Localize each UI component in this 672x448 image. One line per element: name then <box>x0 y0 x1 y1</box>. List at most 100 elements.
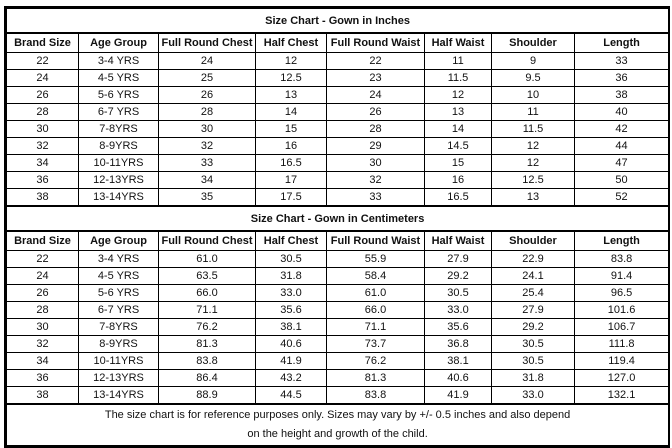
table-cell: 24 <box>326 86 425 104</box>
table-cell: 30 <box>6 120 79 138</box>
table-cell: 41.9 <box>255 352 327 370</box>
table-cell: 22 <box>6 52 79 70</box>
table-cell: 106.7 <box>573 318 670 336</box>
table-row: 38 13-14YRS 88.9 44.5 83.8 41.9 33.0 132.1 <box>6 386 670 405</box>
inches-header-row: Brand Size Age Group Full Round Chest Half … <box>6 32 670 53</box>
column-header: Length <box>573 32 670 53</box>
column-header: Brand Size <box>6 230 79 251</box>
column-header: Length <box>573 230 670 251</box>
table-cell: 29.2 <box>491 318 575 336</box>
table-cell: 33.0 <box>491 386 575 405</box>
table-cell: 32 <box>326 171 425 189</box>
table-cell: 30.5 <box>255 250 327 268</box>
table-cell: 132.1 <box>573 386 670 405</box>
column-header: Age Group <box>78 32 159 53</box>
table-cell: 6-7 YRS <box>78 103 159 121</box>
table-cell: 26 <box>158 86 256 104</box>
table-cell: 34 <box>6 154 79 172</box>
table-cell: 12 <box>491 154 575 172</box>
table-cell: 28 <box>6 103 79 121</box>
table-cell: 35 <box>158 188 256 207</box>
table-cell: 30.5 <box>491 335 575 353</box>
table-cell: 28 <box>6 301 79 319</box>
table-cell: 4-5 YRS <box>78 267 159 285</box>
table-row: 36 12-13YRS 86.4 43.2 81.3 40.6 31.8 127.0 <box>6 369 670 387</box>
table-cell: 28 <box>326 120 425 138</box>
table-cell: 6-7 YRS <box>78 301 159 319</box>
table-row: 30 7-8YRS 76.2 38.1 71.1 35.6 29.2 106.7 <box>6 318 670 336</box>
table-cell: 23 <box>326 69 425 87</box>
table-cell: 12 <box>491 137 575 155</box>
table-cell: 76.2 <box>326 352 425 370</box>
column-header: Age Group <box>78 230 159 251</box>
table-cell: 3-4 YRS <box>78 52 159 70</box>
table-row: 24 4-5 YRS 63.5 31.8 58.4 29.2 24.1 91.4 <box>6 267 670 285</box>
table-cell: 12.5 <box>491 171 575 189</box>
table-cell: 9 <box>491 52 575 70</box>
table-row: 24 4-5 YRS 25 12.5 23 11.5 9.5 36 <box>6 69 670 87</box>
table-cell: 35.6 <box>255 301 327 319</box>
table-cell: 96.5 <box>573 284 670 302</box>
table-cell: 30 <box>326 154 425 172</box>
table-cell: 58.4 <box>326 267 425 285</box>
table-cell: 24 <box>6 69 79 87</box>
table-cell: 32 <box>6 335 79 353</box>
table-cell: 34 <box>158 171 256 189</box>
table-cell: 17 <box>255 171 327 189</box>
table-cell: 7-8YRS <box>78 120 159 138</box>
table-cell: 31.8 <box>491 369 575 387</box>
table-cell: 31.8 <box>255 267 327 285</box>
table-cell: 38 <box>6 188 79 207</box>
table-cell: 27.9 <box>491 301 575 319</box>
table-cell: 52 <box>573 188 670 207</box>
column-header: Full Round Chest <box>158 230 256 251</box>
table-cell: 33 <box>158 154 256 172</box>
table-cell: 40.6 <box>424 369 492 387</box>
table-cell: 33 <box>326 188 425 207</box>
table-cell: 15 <box>255 120 327 138</box>
table-cell: 33.0 <box>255 284 327 302</box>
table-cell: 36 <box>6 369 79 387</box>
table-cell: 12-13YRS <box>78 171 159 189</box>
size-chart-table: Size Chart - Gown in Inches Brand Size Age… <box>5 8 670 446</box>
column-header: Half Chest <box>255 230 327 251</box>
table-row: 38 13-14YRS 35 17.5 33 16.5 13 52 <box>6 188 670 207</box>
table-cell: 81.3 <box>158 335 256 353</box>
table-cell: 11 <box>491 103 575 121</box>
table-cell: 28 <box>158 103 256 121</box>
table-cell: 11 <box>424 52 492 70</box>
inches-table-title: Size Chart - Gown in Inches <box>5 8 670 34</box>
table-cell: 22 <box>326 52 425 70</box>
table-cell: 13 <box>255 86 327 104</box>
table-cell: 32 <box>158 137 256 155</box>
table-cell: 10-11YRS <box>78 352 159 370</box>
table-cell: 13-14YRS <box>78 386 159 405</box>
table-cell: 30 <box>158 120 256 138</box>
table-cell: 16 <box>424 171 492 189</box>
table-cell: 9.5 <box>491 69 575 87</box>
table-row: 26 5-6 YRS 66.0 33.0 61.0 30.5 25.4 96.5 <box>6 284 670 302</box>
table-cell: 27.9 <box>424 250 492 268</box>
table-cell: 66.0 <box>158 284 256 302</box>
table-cell: 66.0 <box>326 301 425 319</box>
table-row: 32 8-9YRS 81.3 40.6 73.7 36.8 30.5 111.8 <box>6 335 670 353</box>
table-cell: 22.9 <box>491 250 575 268</box>
table-cell: 61.0 <box>326 284 425 302</box>
footnote: The size chart is for reference purposes… <box>5 403 670 446</box>
table-cell: 42 <box>573 120 670 138</box>
table-cell: 14.5 <box>424 137 492 155</box>
table-cell: 3-4 YRS <box>78 250 159 268</box>
table-cell: 38.1 <box>424 352 492 370</box>
table-cell: 8-9YRS <box>78 335 159 353</box>
table-cell: 10-11YRS <box>78 154 159 172</box>
table-cell: 83.8 <box>573 250 670 268</box>
table-cell: 25 <box>158 69 256 87</box>
column-header: Half Waist <box>424 32 492 53</box>
table-cell: 25.4 <box>491 284 575 302</box>
table-cell: 71.1 <box>158 301 256 319</box>
table-cell: 4-5 YRS <box>78 69 159 87</box>
table-cell: 30 <box>6 318 79 336</box>
table-row: 22 3-4 YRS 61.0 30.5 55.9 27.9 22.9 83.8 <box>6 250 670 268</box>
column-header: Half Waist <box>424 230 492 251</box>
table-cell: 61.0 <box>158 250 256 268</box>
